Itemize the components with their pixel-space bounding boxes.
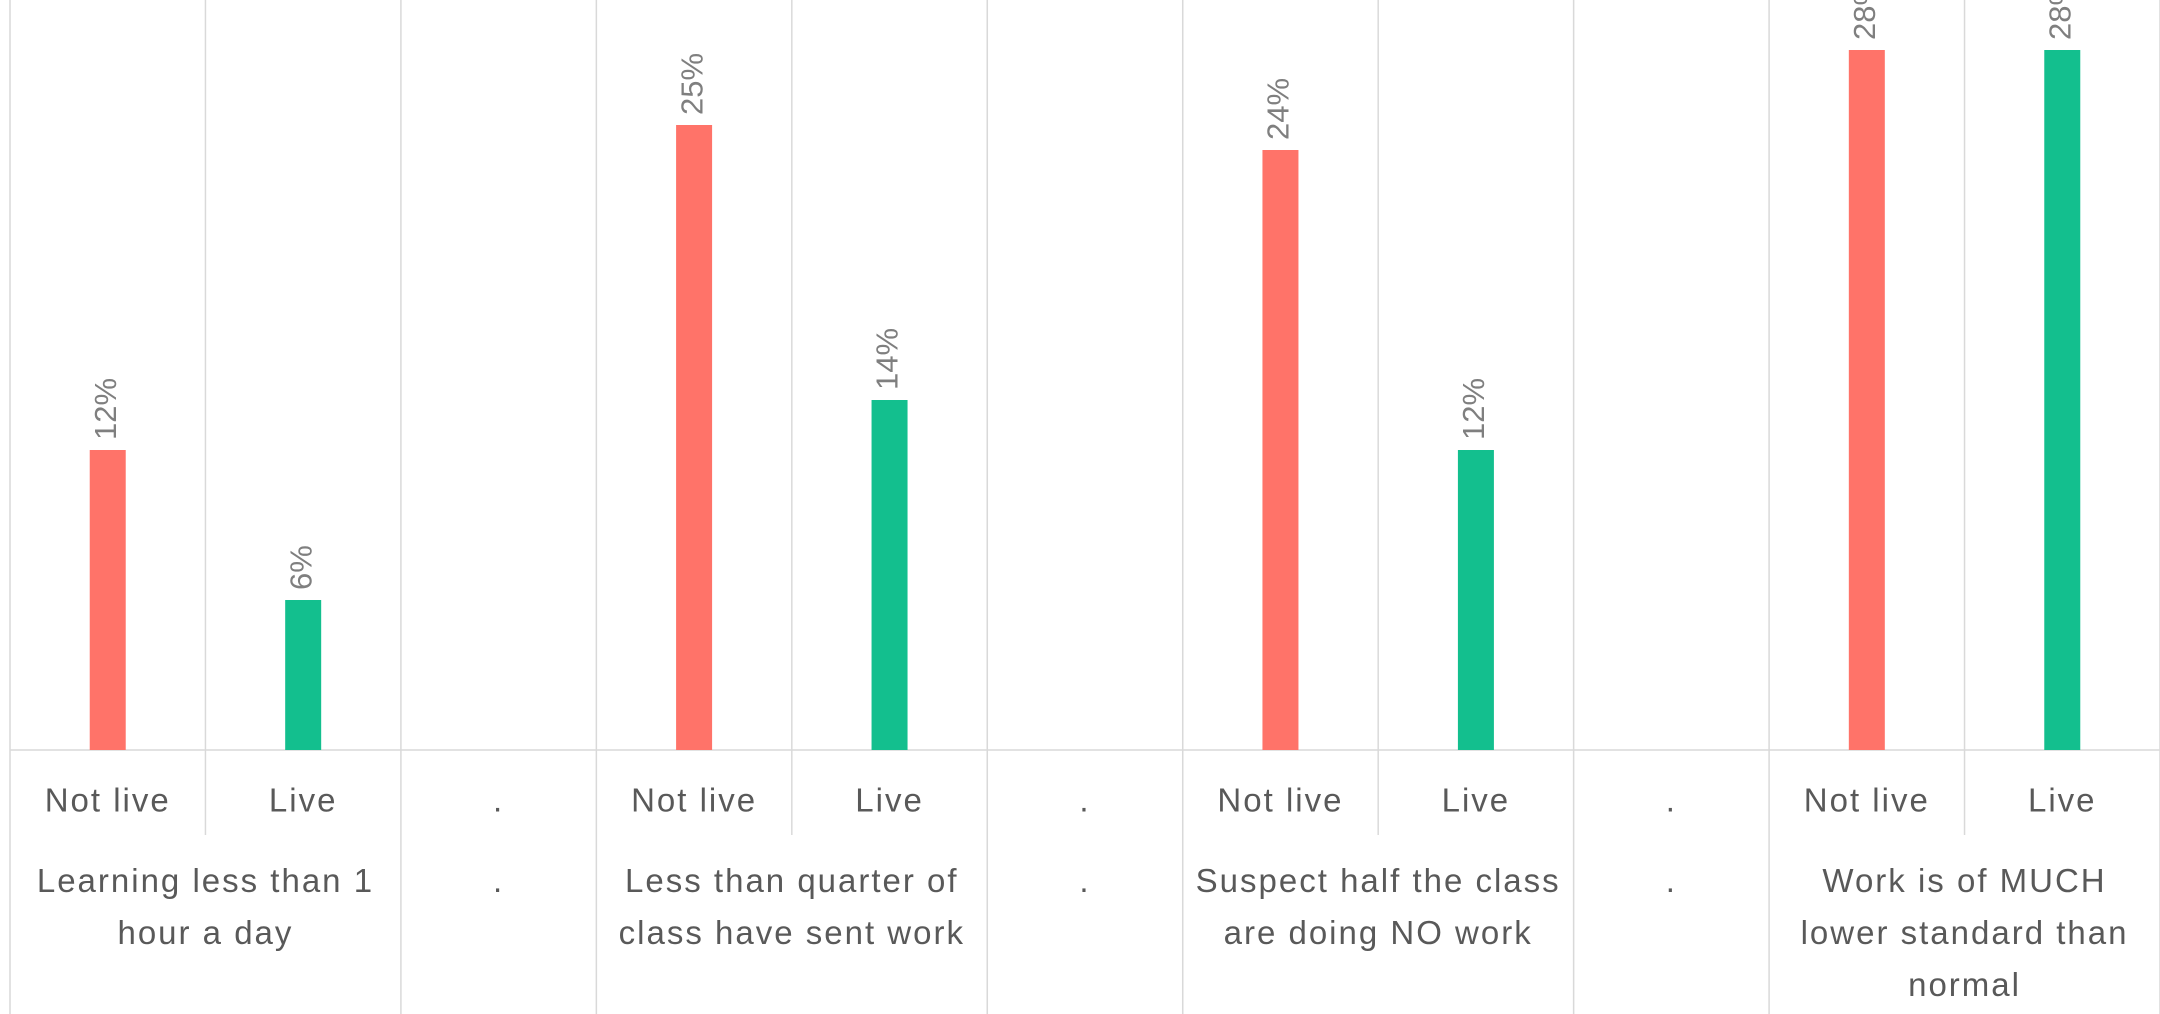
x-tick-label: . [1666,782,1677,819]
data-label: 12% [1456,378,1491,440]
bar [871,400,908,750]
x-tick-label: Not live [45,782,171,819]
x-tick-label: Live [269,782,338,819]
x-tick-label: Live [855,782,924,819]
group-label: . [1665,862,1677,899]
bar [2044,50,2081,750]
bar [676,125,713,750]
group-label: . [1079,862,1091,899]
x-tick-label: Live [2028,782,2097,819]
group-label: Work is of MUCH lower standard than norm… [1800,862,2129,1003]
x-tick-label: Not live [1217,782,1343,819]
bar [1848,50,1885,750]
data-label: 24% [1261,78,1296,140]
x-tick-label: Not live [631,782,757,819]
data-label: 28% [1847,0,1882,40]
data-label: 12% [88,378,123,440]
data-label: 6% [283,545,318,590]
x-tick-label: . [1079,782,1090,819]
x-tick-label: Live [1442,782,1511,819]
bar [89,450,126,750]
group-label: . [493,862,505,899]
group-label: Learning less than 1 hour a day [36,862,375,951]
group-label: Suspect half the class are doing NO work [1195,862,1561,951]
data-label: 28% [2042,0,2077,40]
data-label: 14% [870,328,905,390]
x-tick-label: . [493,782,504,819]
x-tick-label: Not live [1804,782,1930,819]
data-label: 25% [674,53,709,115]
group-label: Less than quarter of class have sent wor… [618,862,965,951]
bar [285,600,322,750]
bar [1262,150,1299,750]
bar [1457,450,1494,750]
